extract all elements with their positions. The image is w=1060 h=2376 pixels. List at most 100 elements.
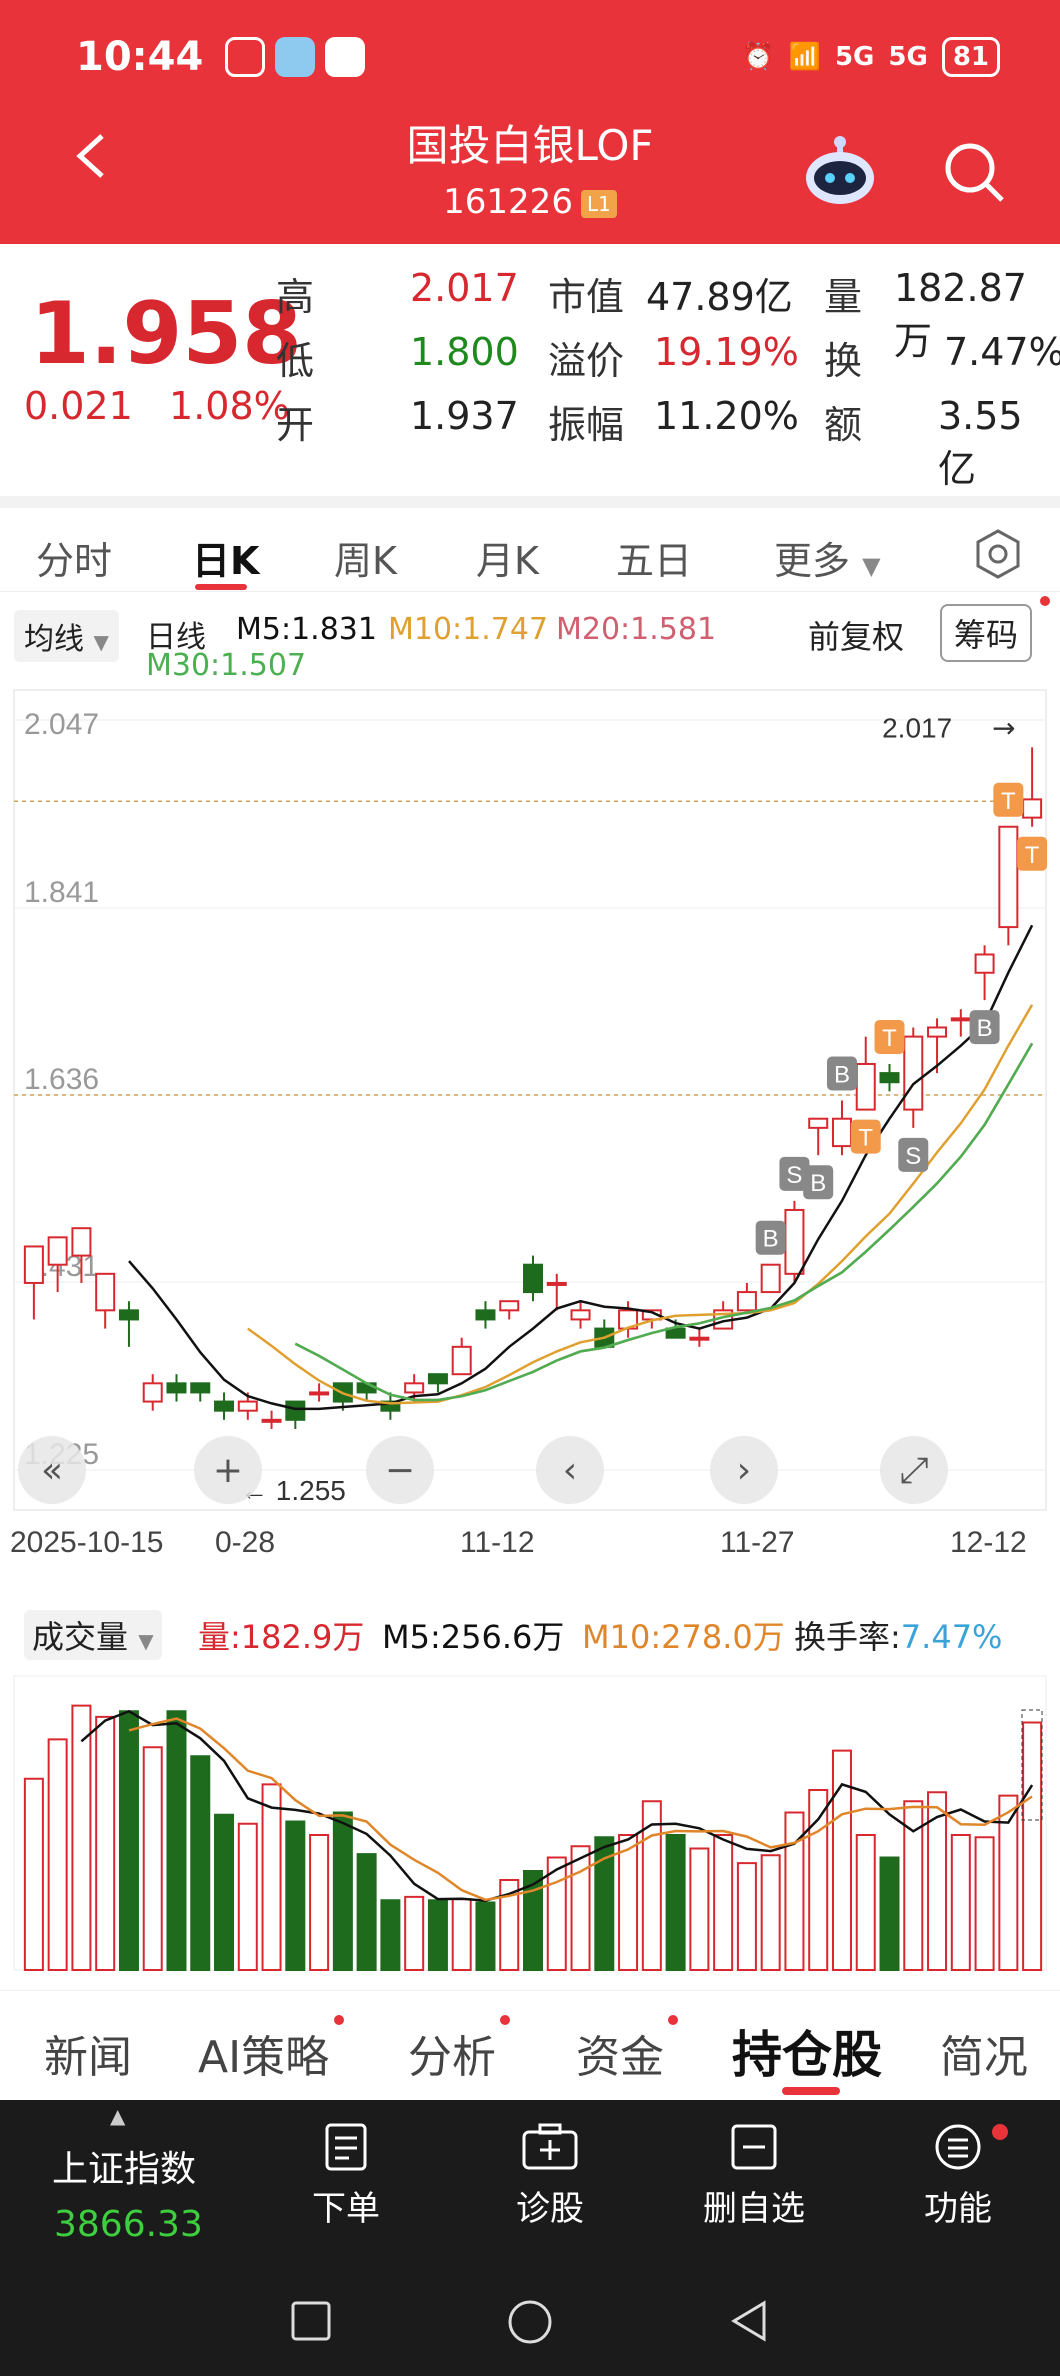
trade-signal-badge	[850, 1119, 881, 1154]
tab-ai-strategy[interactable]: AI策略	[198, 2032, 330, 2083]
candle-body	[665, 1327, 686, 1339]
candle-body	[47, 1236, 68, 1266]
volume-bar	[47, 1738, 68, 1971]
chips-button[interactable]: 筹码	[940, 604, 1033, 662]
volume-bar	[950, 1834, 971, 1971]
trade-signal-text: B	[763, 1226, 779, 1253]
volume-m5: M5:256.6万	[382, 1618, 565, 1656]
functions-button[interactable]: 功能	[888, 2122, 1028, 2230]
tab-five-day[interactable]: 五日	[616, 539, 693, 583]
volume-ma5-line	[80, 1709, 1034, 1902]
bottom-toolbar: ▲ 上证指数 3866.33 下单 诊股 删自选 功能	[0, 2100, 1060, 2266]
turnover-value: 7.47%	[944, 330, 1060, 374]
chart-control-button[interactable]	[366, 1436, 434, 1504]
candle-body	[475, 1309, 496, 1321]
volume-bar	[855, 1834, 876, 1971]
volume-bar	[998, 1794, 1019, 1971]
trade-signal-badge	[826, 1056, 857, 1091]
chart-control-button[interactable]	[880, 1436, 948, 1504]
chevron-down-icon: ▼	[862, 552, 881, 580]
trade-signal-badge	[969, 1010, 1000, 1045]
volume-bar	[23, 1777, 44, 1971]
candle-body	[831, 1117, 852, 1148]
chevron-up-icon: ▲	[110, 2104, 126, 2128]
tab-analysis[interactable]: 分析	[408, 2032, 496, 2083]
x-tick-label: 12-12	[950, 1526, 1027, 1559]
tab-holdings[interactable]: 持仓股	[732, 2026, 882, 2084]
amount-label: 额	[824, 403, 863, 447]
low-label: 低	[276, 339, 315, 383]
volume-bar	[879, 1856, 900, 1971]
vol-label: 量	[824, 275, 863, 319]
home-icon[interactable]	[506, 2298, 554, 2346]
candle-body	[237, 1400, 258, 1412]
candle-body	[1022, 798, 1043, 819]
back-arrow-icon[interactable]	[68, 132, 116, 180]
search-icon[interactable]	[940, 138, 1008, 206]
notification-dot	[992, 2124, 1008, 2140]
x-tick-label: 11-12	[460, 1526, 535, 1559]
candle-body	[261, 1418, 282, 1423]
tab-overview[interactable]: 简况	[940, 2032, 1028, 2083]
volume-bar	[546, 1856, 567, 1971]
chart-control-icon: «	[41, 1450, 63, 1491]
trade-signal-text: S	[786, 1162, 802, 1189]
tab-intraday[interactable]: 分时	[36, 539, 113, 583]
turnover-label: 换	[824, 339, 863, 383]
functions-label: 功能	[924, 2189, 992, 2229]
chevron-down-icon: ▼	[93, 630, 109, 654]
ai-assistant-icon[interactable]	[800, 132, 880, 212]
info-tabs: 新闻 AI策略 分析 资金 持仓股 简况	[0, 1990, 1060, 2100]
notification-dot	[334, 2015, 344, 2025]
network-5g-2: 5G	[888, 42, 928, 72]
notification-icon	[225, 37, 266, 77]
y-tick-label: 1.636	[24, 1063, 99, 1096]
chart-control-icon: +	[213, 1450, 243, 1491]
adjust-button[interactable]: 前复权	[808, 618, 905, 656]
index-value: 3866.33	[54, 2204, 203, 2245]
x-tick-label: 2025-10-15	[10, 1526, 163, 1559]
candle-body	[214, 1400, 235, 1412]
volume-bar	[118, 1710, 139, 1971]
index-name[interactable]: 上证指数	[52, 2149, 197, 2190]
mktcap-value: 47.89亿	[646, 275, 793, 319]
diagnose-button[interactable]: 诊股	[480, 2122, 620, 2230]
candle-body	[855, 1062, 876, 1111]
remove-watchlist-button[interactable]: 删自选	[684, 2122, 824, 2230]
volume-bar	[594, 1836, 615, 1971]
volume-bar	[214, 1813, 235, 1971]
chart-control-button[interactable]	[194, 1436, 262, 1504]
kline-chart[interactable]: 2.0471.8411.6361.4311.225SBBTTSBBTT2.017…	[0, 680, 1060, 1990]
volume-bar	[570, 1845, 591, 1971]
back-triangle-icon[interactable]	[728, 2300, 770, 2342]
order-label: 下单	[312, 2189, 380, 2229]
chart-control-button[interactable]	[536, 1436, 604, 1504]
chart-control-button[interactable]	[710, 1436, 778, 1504]
page-title: 国投白银LOF	[406, 121, 654, 170]
volume-bar	[95, 1715, 116, 1971]
high-value: 2.017	[410, 266, 519, 310]
open-value: 1.937	[410, 394, 519, 438]
tab-daily[interactable]: 日K	[192, 539, 260, 583]
recent-apps-icon[interactable]	[290, 2300, 332, 2342]
plot-frame	[13, 689, 1047, 1511]
tab-news[interactable]: 新闻	[44, 2032, 132, 2083]
order-button[interactable]: 下单	[276, 2122, 416, 2230]
volume-label: 成交量	[32, 1618, 129, 1656]
settings-hex-icon[interactable]	[972, 528, 1024, 580]
volume-bar	[618, 1834, 639, 1971]
volume-bar	[499, 1879, 520, 1971]
tab-funds[interactable]: 资金	[576, 2032, 664, 2083]
volume-select[interactable]: 成交量 ▼	[24, 1610, 162, 1660]
chart-control-button[interactable]	[18, 1436, 86, 1504]
tab-monthly[interactable]: 月K	[476, 539, 539, 583]
mktcap-label: 市值	[548, 275, 625, 319]
level-badge: L1	[580, 189, 617, 218]
tab-weekly[interactable]: 周K	[334, 539, 397, 583]
indicator-select[interactable]: 均线 ▼	[14, 610, 119, 662]
volume-bar	[332, 1811, 353, 1971]
candle-body	[879, 1072, 900, 1084]
chevron-down-icon: ▼	[138, 1629, 154, 1653]
tab-more[interactable]: 更多 ▼	[774, 530, 881, 585]
trade-signal-text: B	[810, 1170, 826, 1197]
